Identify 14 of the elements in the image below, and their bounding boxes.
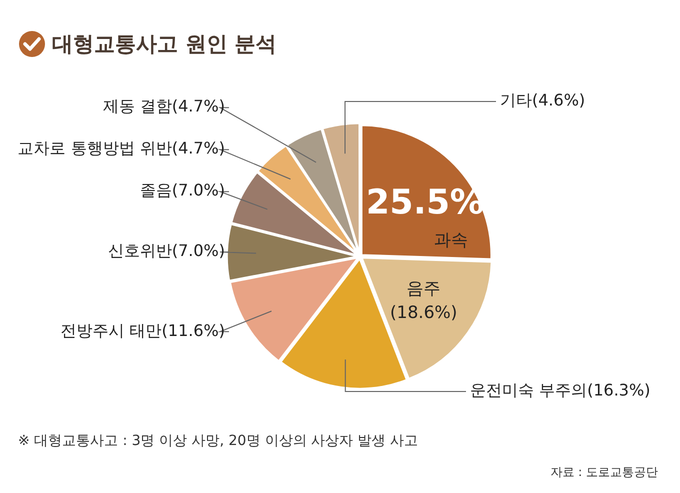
chart-title: 대형교통사고 원인 분석 [52, 31, 277, 58]
slice-label: 과속 [434, 230, 468, 250]
slice-label: 음주 [406, 278, 441, 299]
text: ※ 대형교통사고 : 3명 이상 사망, 20명 이상의 사상자 발생 사고 [18, 432, 418, 450]
slice-label: 제동 결함(4.7%) [102, 96, 225, 116]
text: 자료 : 도로교통공단 [550, 464, 658, 481]
slice-label: 졸음(7.0%) [140, 180, 225, 200]
slice-label: 기타(4.6%) [500, 90, 586, 110]
slice-label: 운전미숙 부주의(16.3%) [470, 380, 650, 400]
data-label: (18.6%) [390, 302, 458, 323]
data-label: 25.5% [366, 182, 484, 222]
slice-label: 신호위반(7.0%) [108, 241, 225, 260]
slice-label: 전방주시 태만(11.6%) [60, 320, 225, 340]
slice-label: 교차로 통행방법 위반(4.7%) [18, 138, 225, 158]
